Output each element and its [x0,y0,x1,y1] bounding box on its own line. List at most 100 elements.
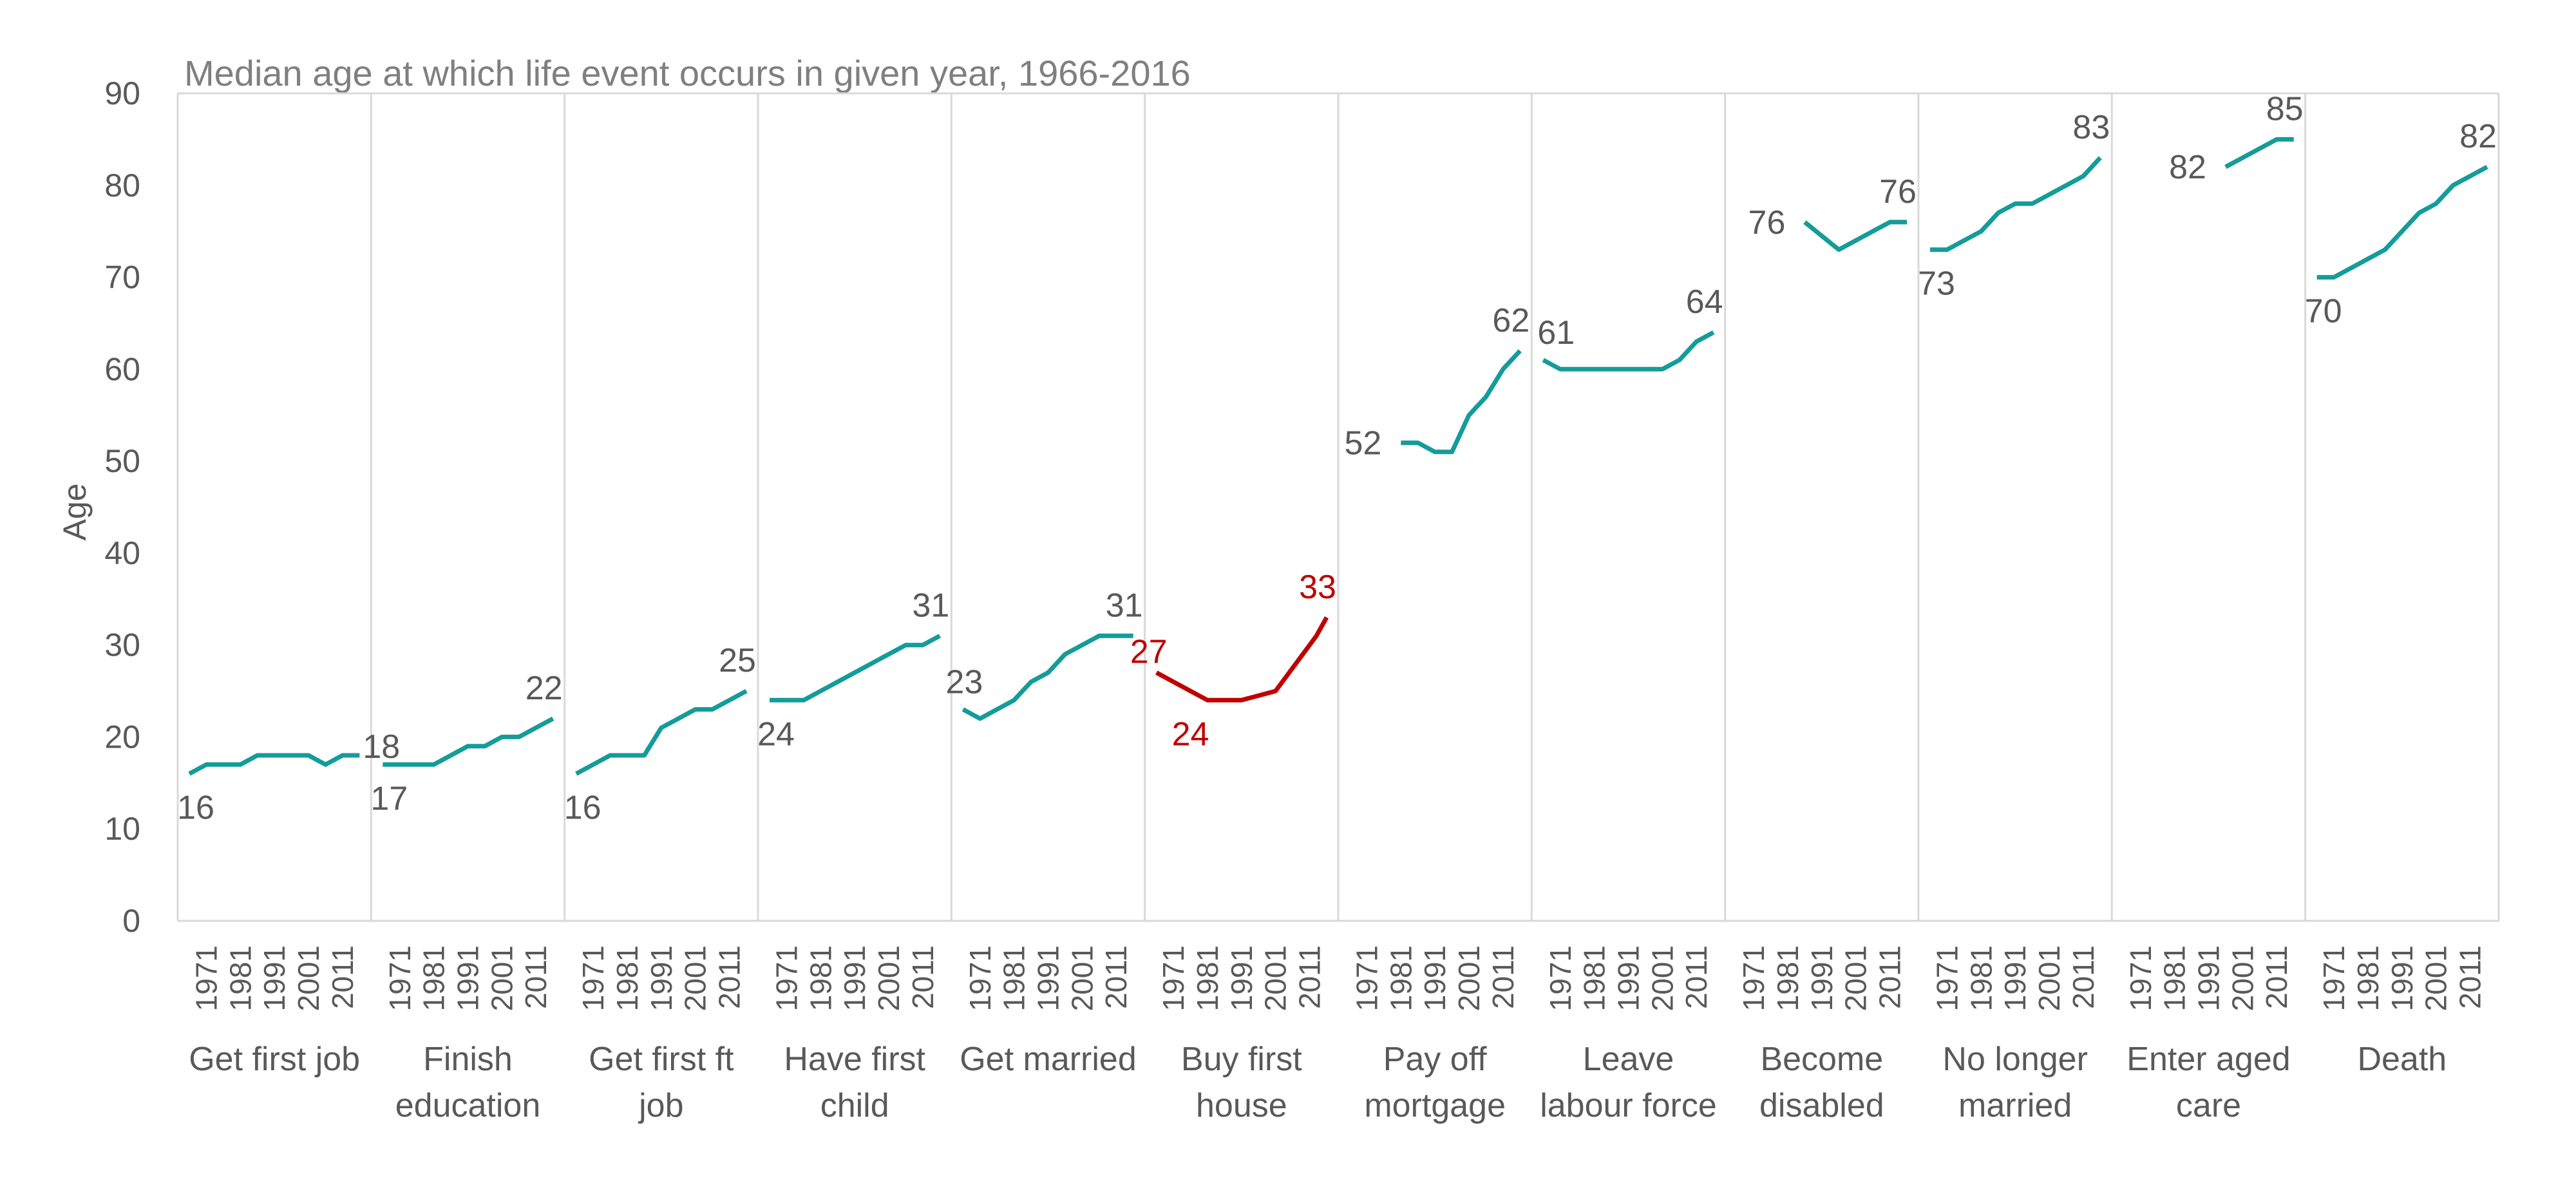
end-value-label: 82 [2459,118,2497,155]
category-label: married [1958,1087,2072,1124]
series-line [770,634,941,703]
category-label: Finish [423,1041,513,1078]
category-label: Buy first [1181,1041,1302,1078]
x-year-tick-label: 2011 [519,945,553,1009]
x-year-tick-label: 2011 [2067,945,2100,1009]
start-value-label: 24 [757,715,795,753]
category-label: house [1196,1087,1287,1124]
x-year-tick-label: 1991 [1998,945,2032,1011]
category-label: job [638,1087,683,1124]
x-year-tick-label: 2011 [326,945,359,1009]
x-year-tick-label: 2011 [2260,945,2293,1009]
start-value-label: 76 [1748,204,1786,241]
grid-lines [178,92,2500,921]
x-year-tick-label: 2001 [1065,945,1099,1011]
x-year-tick-label: 1981 [223,945,257,1011]
category-label: No longer [1942,1041,2087,1078]
start-value-label: 23 [945,664,983,701]
series-line [575,689,748,776]
category-label: labour force [1540,1087,1717,1124]
x-year-tick-label: 1971 [383,945,417,1011]
series-line [1930,156,2102,252]
category-label: Get married [960,1041,1137,1078]
x-year-tick-label: 1991 [2385,945,2419,1011]
x-year-tick-label: 2001 [872,945,905,1011]
x-year-tick-label: 1971 [1157,945,1190,1011]
start-value-label: 52 [1344,425,1381,462]
series-line [1803,220,1907,252]
x-year-tick-label: 2001 [1839,945,1873,1011]
y-tick-label: 50 [104,443,140,479]
x-year-tick-label: 2001 [1452,945,1486,1011]
start-value-label: 27 [1130,634,1168,671]
x-year-tick-label: 2011 [1293,945,1327,1009]
start-value-label: 17 [370,780,408,817]
min-value-label: 24 [1172,715,1209,753]
start-value-label: 70 [2305,293,2342,330]
x-year-tick-label: 1981 [2158,945,2192,1011]
x-year-tick-label: 1971 [2317,945,2351,1011]
category-label: care [2176,1087,2241,1124]
end-value-label: 18 [363,728,400,766]
series-line [2316,165,2488,280]
category-labels: Get first job Finish education Get first ft… [189,1041,2447,1124]
end-value-label: 76 [1879,173,1917,211]
end-value-label: 22 [526,670,563,707]
x-year-tick-label: 1981 [1771,945,1804,1011]
chart-title: Median age at which life event occurs in… [184,53,1191,93]
x-year-tick-label: 1971 [770,945,803,1011]
x-year-tick-label: 2001 [2226,945,2259,1011]
x-year-tick-label: 2011 [1873,945,1907,1009]
x-year-tick-label: 2011 [1680,945,1713,1009]
y-tick-label: 80 [104,167,140,203]
category-label: Get first ft [589,1041,734,1078]
end-value-label: 33 [1299,569,1336,606]
x-year-tick-label: 1971 [1737,945,1770,1011]
category-label: Death [2357,1041,2447,1078]
x-year-tick-label: 2001 [1259,945,1293,1011]
series-line [1401,349,1522,455]
category-label: Leave [1583,1041,1674,1078]
x-year-tick-label: 1971 [1350,945,1383,1011]
category-label: Become [1760,1041,1883,1078]
x-year-tick-label: 2001 [2420,945,2453,1011]
x-year-tick-label: 1991 [258,945,291,1011]
category-label: child [820,1087,889,1124]
x-year-tick-label: 1991 [645,945,678,1011]
x-year-tick-label: 1991 [1612,945,1645,1011]
series-line [961,633,1133,721]
x-year-tick-label: 2001 [292,945,325,1011]
end-value-label: 31 [1106,587,1143,624]
x-year-tick-label: 2001 [679,945,712,1011]
x-year-tick-label: 1991 [1032,945,1065,1011]
x-year-tick-label: 1971 [576,945,610,1011]
category-label: Enter aged [2126,1041,2290,1078]
start-value-label: 16 [564,789,601,827]
x-year-tick-label: 1981 [1384,945,1417,1011]
category-label: education [395,1087,541,1124]
x-year-tick-label: 2011 [2454,945,2487,1009]
start-value-label: 82 [2169,149,2206,186]
x-year-tick-label: 2011 [1486,945,1520,1009]
x-year-tick-label: 1971 [1930,945,1964,1011]
series-line [188,753,360,776]
y-tick-label: 10 [104,811,140,847]
y-tick-label: 0 [122,903,140,939]
y-tick-label: 40 [104,535,140,571]
start-value-label: 16 [177,789,214,827]
category-label: Pay off [1383,1041,1487,1078]
x-year-tick-label: 1981 [998,945,1031,1011]
end-value-label: 62 [1492,302,1530,339]
x-year-tick-label: 2001 [485,945,518,1011]
x-year-tick-label: 1991 [1418,945,1452,1011]
y-tick-label: 90 [104,75,140,111]
x-year-tick-label: 2001 [1645,945,1679,1011]
series-line [1542,330,1715,372]
x-year-tick-label: 1971 [189,945,223,1011]
end-value-label: 31 [912,587,949,624]
end-value-label: 64 [1686,283,1723,321]
x-year-tick-label: 2011 [906,945,940,1009]
series-line [1155,616,1329,703]
